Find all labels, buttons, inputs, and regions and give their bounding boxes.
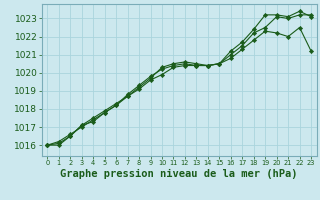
X-axis label: Graphe pression niveau de la mer (hPa): Graphe pression niveau de la mer (hPa) xyxy=(60,169,298,179)
